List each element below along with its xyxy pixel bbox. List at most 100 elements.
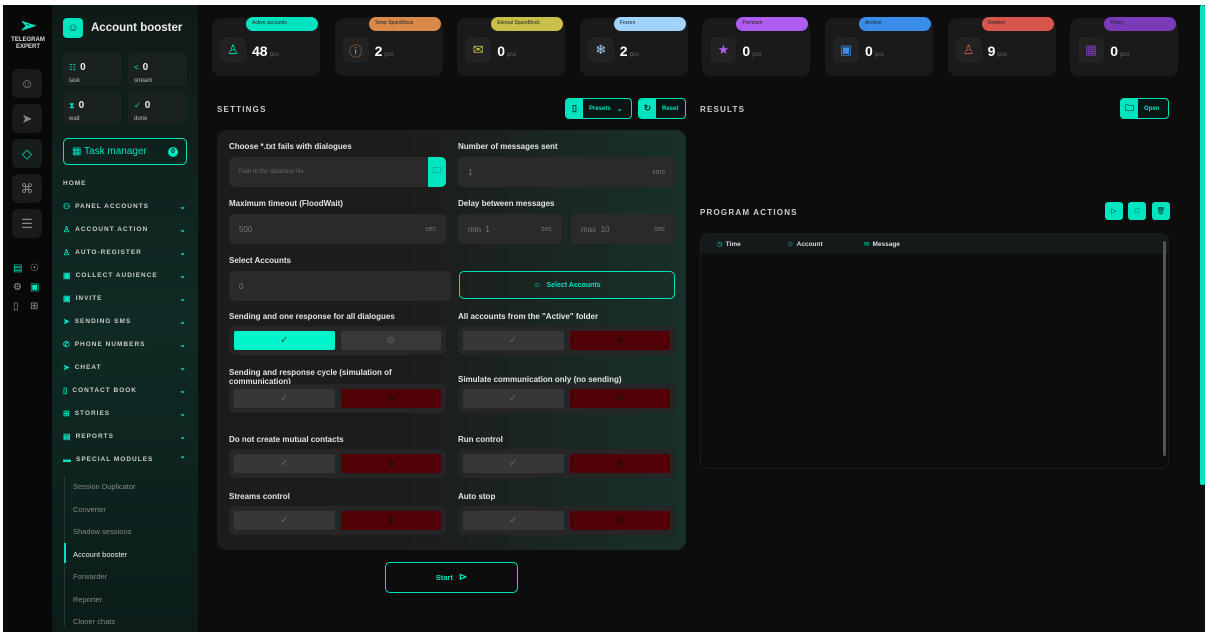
ban-icon[interactable]: ⊘ <box>569 454 670 473</box>
nav-item-auto-register[interactable]: ♙ AUTO-REGISTER ⌄ <box>63 248 187 257</box>
rail-database-button[interactable]: ☰ <box>12 209 42 238</box>
rail-send-button[interactable]: ➤ <box>12 104 42 133</box>
stat-card[interactable]: Deleted ♙ 9 pcs <box>947 17 1056 76</box>
play-button[interactable]: ▷ <box>1105 202 1123 220</box>
open-results-button[interactable]: 🗀 Open <box>1120 98 1169 119</box>
ban-icon[interactable]: ⊘ <box>340 331 441 350</box>
chevron-down-icon: ⌄ <box>179 386 187 395</box>
ban-icon[interactable]: ⊘ <box>569 389 670 408</box>
toggle-switch[interactable]: ✓ ⊘ <box>458 384 675 413</box>
play-circle-icon: ⊳ <box>458 572 468 583</box>
nav-item-phone-numbers[interactable]: ✆ PHONE NUMBERS ⌄ <box>63 340 187 349</box>
presets-dropdown[interactable]: ▯ Presets ⌄ <box>565 98 632 119</box>
check-icon[interactable]: ✓ <box>463 331 564 350</box>
nav-item-invite[interactable]: ▣ INVITE ⌄ <box>63 294 187 303</box>
toggle-switch[interactable]: ✓ ⊘ <box>458 449 675 478</box>
messages-count-input[interactable]: 1 sms <box>458 157 675 187</box>
toggle-switch[interactable]: ✓ ⊘ <box>229 449 446 478</box>
audience-icon: ▣ <box>63 271 72 280</box>
rail-command-button[interactable]: ⌘ <box>12 174 42 203</box>
nav-home[interactable]: HOME <box>63 180 187 187</box>
task-manager-button[interactable]: ▦ Task manager 0 <box>63 138 187 165</box>
settings-icon[interactable]: ⚙ <box>13 282 22 293</box>
stat-card[interactable]: Active accounts ♙ 48 pcs <box>212 17 320 76</box>
ban-icon[interactable]: ⊘ <box>340 511 441 530</box>
delay-max-input[interactable]: max 10 sec <box>571 214 675 244</box>
stat-card[interactable]: Proxy ▦ 0 pcs <box>1070 17 1179 76</box>
nav-item-collect-audience[interactable]: ▣ COLLECT AUDIENCE ⌄ <box>63 271 187 280</box>
toggle-label: Run control <box>458 435 503 444</box>
nav-item-account-action[interactable]: ♙ ACCOUNT ACTION ⌄ <box>63 225 187 234</box>
nav-item-stories[interactable]: ⊞ STORIES ⌄ <box>63 409 187 418</box>
rail-diamond-button[interactable]: ◇ <box>12 139 42 168</box>
toggle-switch[interactable]: ✓ ⊘ <box>458 326 675 355</box>
stat-card[interactable]: Archive ▣ 0 pcs <box>825 17 933 76</box>
column-account: ☺ Account <box>787 241 864 248</box>
presets-label: Presets <box>589 105 611 112</box>
file-label: Choose *.txt fails with dialogues <box>229 142 352 151</box>
submenu-item[interactable]: Converter <box>73 504 106 514</box>
ban-icon[interactable]: ⊘ <box>569 511 670 530</box>
check-icon[interactable]: ✓ <box>234 331 335 350</box>
column-label: Time <box>725 240 741 248</box>
stat-card[interactable]: Temp SpamBlock ⓘ 2 pcs <box>334 17 443 76</box>
submenu-item[interactable]: Reporter <box>73 594 103 604</box>
check-icon[interactable]: ✓ <box>463 511 564 530</box>
check-icon[interactable]: ✓ <box>463 454 564 473</box>
check-icon[interactable]: ✓ <box>234 511 335 530</box>
ban-icon[interactable]: ⊘ <box>569 331 670 350</box>
browse-file-button[interactable]: 🗀 <box>428 157 446 187</box>
nav-item-panel-accounts[interactable]: ⚇ PANEL ACCOUNTS ⌄ <box>63 202 187 211</box>
submenu-item[interactable]: Shadow sessions <box>73 527 132 536</box>
stat-card[interactable]: Eternal SpamBlock ✉ 0 pcs <box>457 17 566 76</box>
file-path-input[interactable]: Path to the database file <box>229 157 429 187</box>
start-button[interactable]: Start ⊳ <box>385 562 518 593</box>
diamond-icon: ◇ <box>22 145 32 161</box>
stop-button[interactable]: □ <box>1128 202 1146 220</box>
counter-value: 0 <box>142 62 149 73</box>
check-icon[interactable]: ✓ <box>234 389 335 408</box>
table-icon[interactable]: ▤ <box>13 263 23 274</box>
ban-icon[interactable]: ⊘ <box>340 389 441 408</box>
submenu-item[interactable]: Session Duplicator <box>73 482 136 491</box>
submenu-item[interactable]: Forwarder <box>73 572 108 581</box>
stat-value: 0 <box>1110 43 1118 59</box>
nav-item-special-modules[interactable]: ▬ SPECIAL MODULES ⌃ <box>63 455 187 464</box>
nav-item-sending-sms[interactable]: ➤ SENDING SMS ⌄ <box>63 317 187 326</box>
selected-accounts-input[interactable]: 0 <box>229 271 451 301</box>
select-accounts-button[interactable]: ☺ Select Accounts <box>459 271 675 299</box>
grid-icon[interactable]: ⊞ <box>30 301 39 312</box>
code-icon[interactable]: ▣ <box>30 282 40 293</box>
toggle-switch[interactable]: ✓ ⊘ <box>229 506 446 535</box>
hourglass-icon: ⧗ <box>69 101 75 110</box>
stop-icon: □ <box>1134 207 1140 215</box>
submenu-item[interactable]: Cloner chats <box>73 617 116 626</box>
support-icon[interactable]: ☉ <box>30 263 39 274</box>
toggle-switch[interactable]: ✓ ⊘ <box>458 506 675 535</box>
rail-user-button[interactable]: ☺ <box>12 69 42 98</box>
unit: sec <box>541 225 552 233</box>
stat-card[interactable]: Frozen ❄ 2 pcs <box>579 17 688 76</box>
stat-value: 48 <box>252 43 268 59</box>
toggle-switch[interactable]: ✓ ⊘ <box>229 384 446 413</box>
reset-button[interactable]: ↻ Reset <box>638 98 686 119</box>
submenu-item[interactable]: Account booster <box>73 549 128 559</box>
log-scrollbar[interactable] <box>1163 241 1166 456</box>
nav-item-reports[interactable]: ▤ REPORTS ⌄ <box>63 432 187 441</box>
delay-min-input[interactable]: min 1 sec <box>458 214 562 244</box>
nav-item-cheat[interactable]: ➤ CHEAT ⌄ <box>63 363 187 372</box>
ban-icon[interactable]: ⊘ <box>340 454 441 473</box>
toggle-switch[interactable]: ✓ ⊘ <box>229 326 446 355</box>
nav-label: CONTACT BOOK <box>72 387 138 394</box>
nav-item-contact-book[interactable]: ▯ CONTACT BOOK ⌄ <box>63 386 187 395</box>
stat-card[interactable]: Premium ★ 0 pcs <box>702 17 811 76</box>
clear-log-button[interactable]: 🗑 <box>1152 202 1170 220</box>
check-icon[interactable]: ✓ <box>463 389 564 408</box>
document-icon[interactable]: ▯ <box>13 301 19 312</box>
page-scrollbar[interactable] <box>1200 5 1205 485</box>
stat-label: Temp SpamBlock <box>368 17 441 31</box>
timeout-input[interactable]: 500 sec <box>229 214 446 244</box>
nav-label: PANEL ACCOUNTS <box>75 203 149 210</box>
check-icon[interactable]: ✓ <box>234 454 335 473</box>
folder-icon: 🗀 <box>433 166 441 175</box>
